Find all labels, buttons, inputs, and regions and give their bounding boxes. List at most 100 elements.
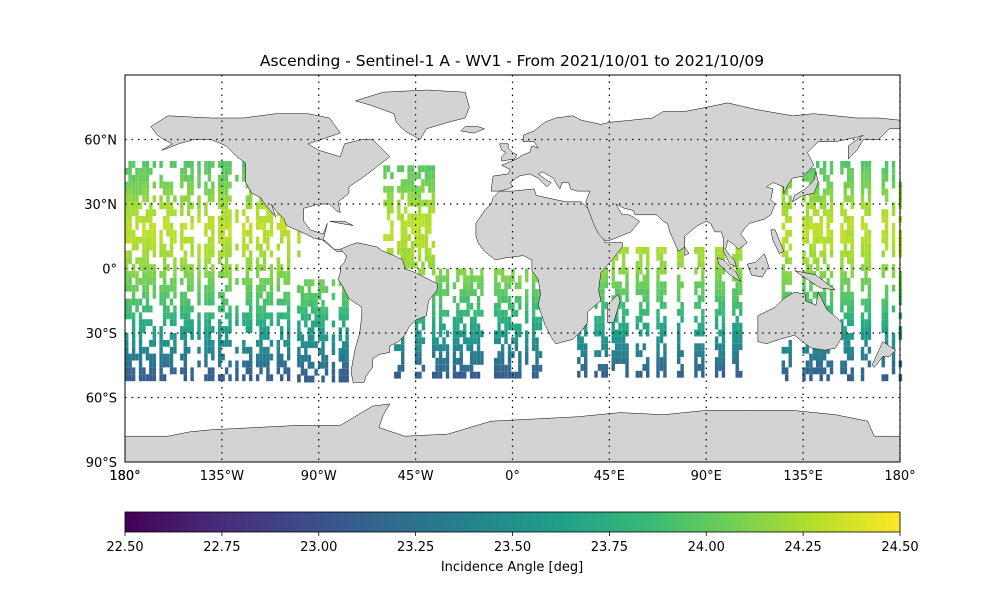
swath-cell — [342, 286, 346, 293]
swath-cell — [639, 253, 643, 261]
swath-cell — [424, 234, 429, 241]
swath-cell — [635, 343, 640, 351]
swath-cell — [663, 315, 667, 323]
swath-cell — [432, 268, 436, 276]
swath-cell — [259, 353, 263, 361]
swath-cell — [304, 313, 308, 321]
swath-cell — [891, 353, 896, 361]
swath-cell — [864, 250, 868, 258]
swath-cell — [456, 316, 460, 324]
swath-cell — [677, 336, 681, 344]
swath-cell — [881, 167, 885, 175]
swath-cell — [525, 302, 529, 310]
swath-cell — [131, 202, 136, 210]
swath-cell — [881, 236, 885, 244]
swath-cell — [788, 271, 792, 278]
swath-cell — [266, 326, 270, 333]
swath-cell — [514, 323, 519, 331]
swath-cell — [138, 298, 143, 306]
swath-cell — [646, 274, 650, 282]
swath-cell — [721, 302, 726, 309]
swath-cell — [785, 229, 789, 237]
swath-cell — [173, 257, 177, 265]
swath-cell — [245, 291, 250, 299]
swath-cell — [732, 308, 736, 316]
swath-cell — [187, 326, 191, 333]
swath-cell — [642, 288, 646, 296]
swath-cell — [218, 305, 222, 313]
swath-cell — [431, 172, 436, 180]
swath-cell — [680, 364, 684, 371]
swath-cell — [414, 227, 418, 235]
swath-cell — [860, 243, 865, 251]
swath-cell — [166, 202, 170, 210]
swath-cell — [135, 305, 139, 313]
swath-cell — [307, 361, 312, 369]
swath-cell — [659, 364, 664, 371]
swath-cell — [187, 209, 191, 217]
swath-cell — [802, 174, 806, 182]
swath-cell — [228, 181, 232, 189]
swath-cell — [218, 250, 222, 258]
swath-cell — [456, 371, 460, 379]
swath-cell — [802, 278, 806, 285]
swath-cell — [518, 282, 522, 290]
swath-cell — [211, 367, 215, 375]
swath-cell — [714, 267, 719, 275]
swath-cell — [224, 216, 229, 223]
swath-cell — [255, 216, 260, 223]
swath-cell — [259, 305, 263, 313]
swath-cell — [125, 202, 129, 210]
swath-cell — [128, 222, 132, 230]
swath-cell — [317, 334, 322, 342]
swath-cell — [480, 282, 484, 290]
swath-cell — [262, 229, 267, 237]
swath-cell — [190, 161, 194, 168]
swath-cell — [514, 337, 519, 345]
swath-cell — [442, 364, 446, 372]
swath-cell — [805, 209, 810, 217]
swath-cell — [504, 296, 508, 303]
swath-cell — [646, 364, 650, 371]
swath-cell — [407, 172, 411, 180]
swath-cell — [383, 165, 387, 173]
swath-cell — [128, 284, 132, 292]
swath-cell — [822, 298, 827, 306]
swath-cell — [235, 243, 239, 251]
swath-cell — [850, 346, 854, 354]
swath-cell — [317, 306, 322, 314]
swath-cell — [211, 271, 215, 278]
swath-cell — [656, 315, 660, 323]
swath-cell — [224, 209, 229, 217]
swath-cell — [805, 216, 810, 223]
swath-cell — [525, 289, 529, 296]
swath-cell — [135, 216, 139, 223]
swath-cell — [138, 236, 143, 244]
swath-cell — [639, 329, 643, 337]
swath-cell — [345, 354, 349, 362]
swath-cell — [822, 167, 827, 175]
swath-cell — [718, 295, 722, 303]
swath-cell — [497, 371, 501, 379]
swath-cell — [531, 364, 536, 372]
swath-cell — [169, 333, 174, 340]
swath-cell — [138, 367, 143, 375]
swath-cell — [469, 282, 474, 290]
swath-cell — [864, 243, 868, 251]
swath-cell — [183, 333, 188, 340]
swath-cell — [788, 346, 792, 354]
swath-cell — [390, 234, 394, 241]
swath-cell — [211, 298, 215, 306]
swath-cell — [314, 320, 318, 328]
swath-cell — [843, 195, 848, 203]
swath-cell — [847, 229, 851, 237]
swath-cell — [494, 289, 498, 296]
swath-cell — [840, 284, 844, 292]
swath-cell — [701, 322, 705, 330]
swath-cell — [891, 167, 896, 175]
swath-cell — [735, 267, 739, 275]
swath-cell — [476, 323, 481, 331]
swath-cell — [259, 250, 263, 258]
swath-cell — [694, 329, 698, 337]
swath-cell — [276, 284, 281, 292]
